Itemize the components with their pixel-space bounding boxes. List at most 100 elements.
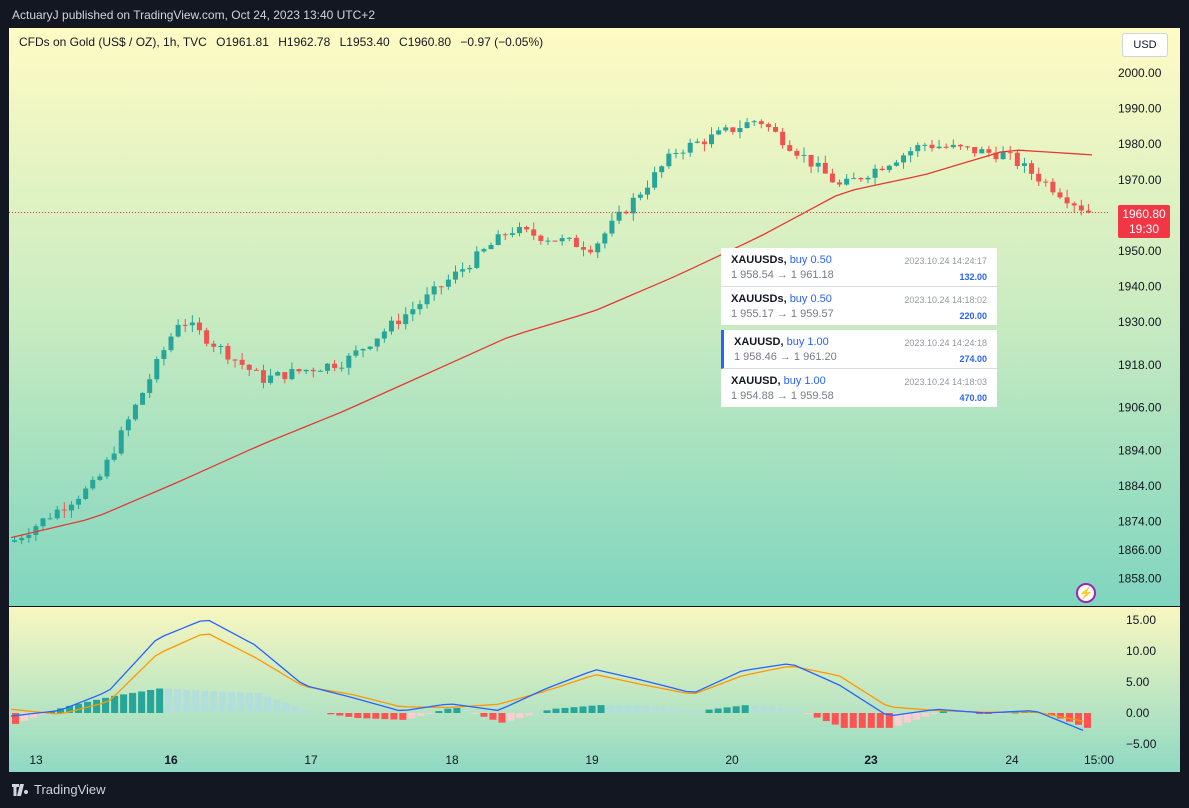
candle-body [822, 162, 828, 174]
lightning-icon[interactable]: ⚡ [1076, 583, 1096, 603]
candle-body [858, 178, 864, 180]
candle-body [630, 197, 636, 214]
candle-body [1071, 203, 1077, 206]
candle-body [54, 509, 60, 519]
chart-svg[interactable]: 2000.001990.001980.001970.001960.001950.… [9, 28, 1180, 772]
candle-body [1064, 197, 1070, 204]
candles [9, 117, 1109, 545]
candle-body [751, 121, 757, 123]
macd-histogram-bar [300, 709, 308, 713]
macd-histogram-bar [939, 711, 947, 713]
macd-histogram [12, 688, 1091, 728]
legend-close: C1960.80 [399, 35, 452, 49]
candle-body [175, 324, 181, 337]
macd-histogram-bar [588, 705, 596, 713]
macd-histogram-bar [705, 709, 713, 713]
macd-histogram-bar [111, 695, 119, 713]
candle-body [652, 172, 658, 188]
macd-histogram-bar [489, 713, 497, 720]
candle-body [204, 330, 210, 344]
candle-body [673, 152, 679, 154]
macd-histogram-bar [534, 712, 542, 714]
candle-body [566, 237, 572, 239]
trade-side: buy 1.00 [786, 336, 829, 348]
macd-histogram-bar [282, 702, 290, 713]
macd-histogram-bar [813, 713, 821, 718]
macd-histogram-bar [894, 713, 902, 726]
candle-body [965, 146, 971, 148]
macd-histogram-bar [372, 713, 380, 719]
macd-histogram-bar [237, 692, 245, 713]
moving-average [10, 149, 1093, 539]
macd-histogram-bar [39, 713, 47, 715]
macd-histogram-bar [408, 713, 416, 719]
top-bar: ActuaryJ published on TradingView.com, O… [0, 0, 1189, 28]
macd-histogram-bar [786, 708, 794, 713]
price-tick-label: 1874.00 [1118, 515, 1162, 529]
macd-histogram-bar [273, 699, 281, 713]
macd-histogram-bar [417, 713, 425, 716]
candle-body [132, 404, 138, 420]
candle-body [147, 379, 153, 393]
macd-histogram-bar [624, 705, 632, 713]
macd-histogram-bar [561, 707, 569, 713]
chart-frame[interactable]: 2000.001990.001980.001970.001960.001950.… [9, 28, 1180, 772]
macd-histogram-bar [210, 691, 218, 713]
candle-body [808, 154, 814, 167]
candle-body [1057, 192, 1063, 198]
candle-body [701, 141, 707, 145]
trade-time: 2023.10.24 14:24:18 [904, 338, 987, 348]
trade-symbol: XAUUSDs, [731, 293, 787, 305]
candle-body [488, 245, 494, 250]
macd-histogram-bar [732, 706, 740, 713]
candle-body [47, 518, 53, 520]
trade-time: 2023.10.24 14:18:02 [904, 295, 987, 305]
trade-row[interactable]: XAUUSDs, buy 0.50 1 955.17 → 1 959.57 20… [721, 287, 997, 325]
macd-histogram-bar [93, 699, 101, 713]
macd-histogram-bar [480, 713, 488, 717]
macd-histogram-bar [723, 707, 731, 713]
candle-body [61, 509, 67, 511]
trade-profit: 274.00 [959, 354, 987, 364]
trade-side: buy 1.00 [783, 375, 826, 387]
trade-side: buy 0.50 [789, 293, 832, 305]
candle-body [19, 538, 25, 541]
trade-time: 2023.10.24 14:24:17 [904, 256, 987, 266]
candle-body [396, 320, 402, 325]
candle-body [12, 540, 18, 542]
trade-row[interactable]: XAUUSD, buy 1.00 1 958.46 → 1 961.20 202… [721, 330, 997, 369]
candle-body [844, 178, 850, 185]
footer-brand: TradingView [34, 782, 106, 797]
macd-histogram-bar [840, 713, 848, 728]
macd-histogram-bar [768, 707, 776, 713]
macd-histogram-bar [291, 706, 299, 713]
currency-button[interactable]: USD [1122, 33, 1168, 57]
candle-body [360, 348, 366, 351]
price-tick-label: 1990.00 [1118, 102, 1162, 116]
tradingview-logo[interactable]: TradingView [12, 782, 106, 797]
candle-body [282, 372, 288, 380]
price-tick-label: 1858.00 [1118, 572, 1162, 586]
candle-body [260, 370, 266, 383]
candle-body [723, 127, 729, 131]
candle-body [801, 154, 807, 156]
macd-histogram-bar [228, 692, 236, 713]
candle-body [901, 155, 907, 163]
last-price-value: 1960.80 [1122, 207, 1166, 221]
candle-body [140, 392, 146, 405]
candle-body [182, 324, 188, 326]
candle-body [225, 345, 231, 360]
macd-histogram-bar [777, 707, 785, 713]
time-tick-label: 15:00 [1084, 753, 1114, 767]
candle-body [154, 359, 160, 380]
bar-countdown: 19:30 [1128, 222, 1160, 236]
candle-body [986, 149, 992, 153]
candle-body [339, 367, 345, 369]
trade-row[interactable]: XAUUSD, buy 1.00 1 954.88 → 1 959.58 202… [721, 369, 997, 407]
macd-histogram-bar [21, 713, 29, 721]
time-tick-label: 18 [445, 753, 459, 767]
candle-body [83, 488, 89, 499]
trade-row[interactable]: XAUUSDs, buy 0.50 1 958.54 → 1 961.18 20… [721, 248, 997, 287]
candle-body [552, 240, 558, 242]
macd-histogram-bar [858, 713, 866, 728]
